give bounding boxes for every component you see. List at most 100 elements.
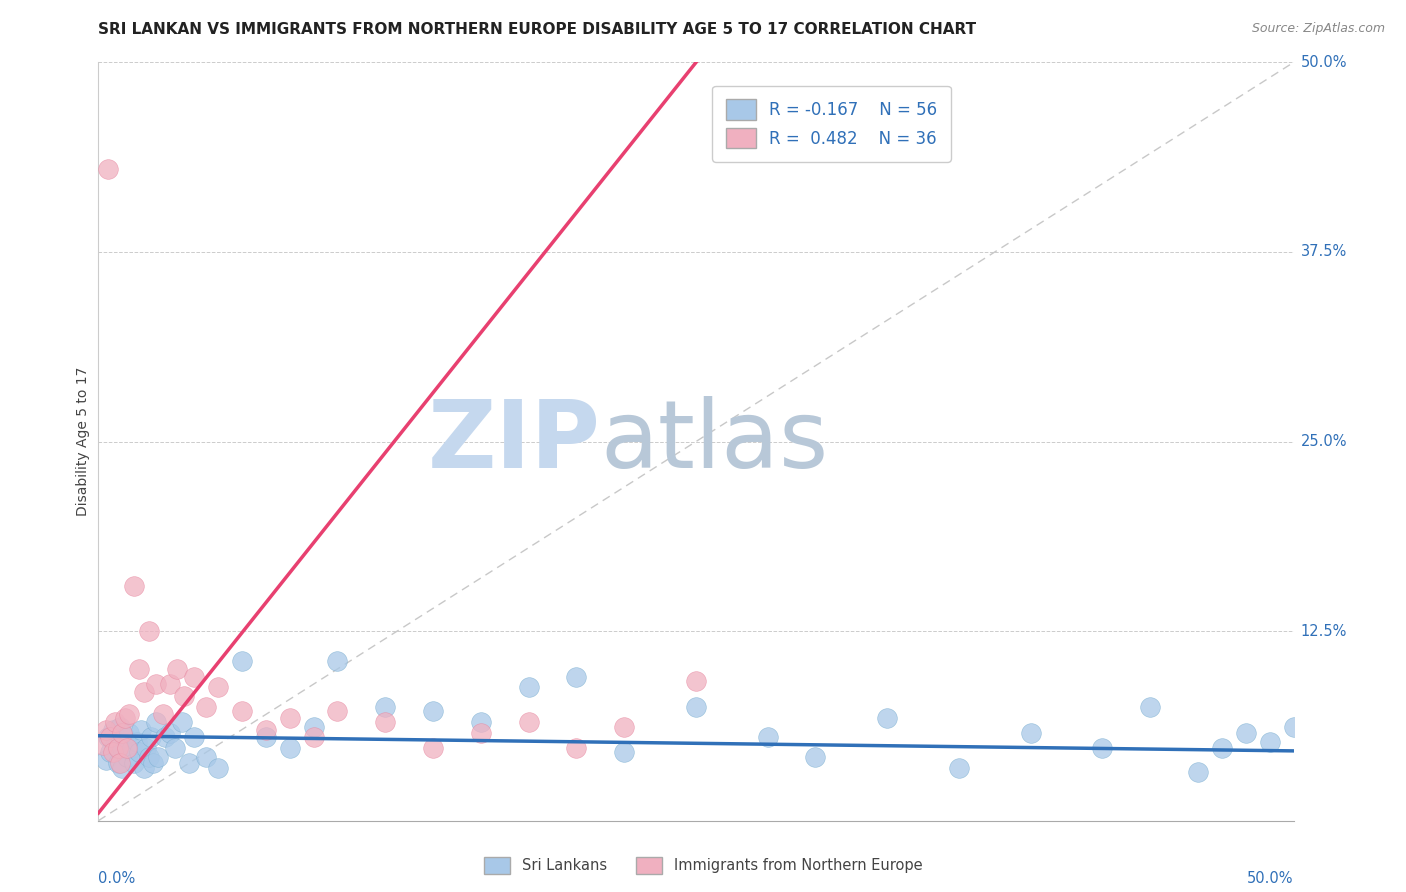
Point <box>111 760 134 774</box>
Point <box>118 707 141 722</box>
Point <box>565 669 588 683</box>
Point <box>1258 735 1281 749</box>
Point <box>278 740 301 755</box>
Point <box>118 725 141 739</box>
Point <box>179 756 201 770</box>
Point <box>302 730 325 744</box>
Point <box>138 750 160 764</box>
Point <box>155 730 177 744</box>
Point <box>108 756 131 770</box>
Point <box>613 746 636 760</box>
Point <box>91 738 114 752</box>
Point <box>132 685 155 699</box>
Point <box>94 723 117 737</box>
Text: 0.0%: 0.0% <box>98 871 135 886</box>
Point <box>207 760 229 774</box>
Point <box>254 723 277 737</box>
Point <box>98 730 122 744</box>
Point <box>685 699 707 714</box>
Point <box>148 750 170 764</box>
Point <box>135 740 157 755</box>
Point <box>804 750 827 764</box>
Point <box>517 680 540 694</box>
Legend: R = -0.167    N = 56, R =  0.482    N = 36: R = -0.167 N = 56, R = 0.482 N = 36 <box>713 86 950 161</box>
Point <box>173 690 195 704</box>
Text: Source: ZipAtlas.com: Source: ZipAtlas.com <box>1251 22 1385 36</box>
Text: 50.0%: 50.0% <box>1247 871 1294 886</box>
Point <box>1282 720 1305 734</box>
Point <box>422 705 444 719</box>
Point <box>114 710 136 724</box>
Point <box>115 750 138 764</box>
Point <box>1187 765 1209 780</box>
Y-axis label: Disability Age 5 to 17: Disability Age 5 to 17 <box>76 367 90 516</box>
Text: 50.0%: 50.0% <box>1301 55 1347 70</box>
Text: 37.5%: 37.5% <box>1301 244 1347 260</box>
Point <box>94 753 117 767</box>
Point <box>183 730 205 744</box>
Point <box>278 710 301 724</box>
Text: SRI LANKAN VS IMMIGRANTS FROM NORTHERN EUROPE DISABILITY AGE 5 TO 17 CORRELATION: SRI LANKAN VS IMMIGRANTS FROM NORTHERN E… <box>98 22 977 37</box>
Point <box>111 740 134 755</box>
Point <box>125 735 148 749</box>
Point <box>183 669 205 683</box>
Point <box>1019 725 1042 739</box>
Point <box>195 699 218 714</box>
Point <box>613 720 636 734</box>
Point <box>115 740 138 755</box>
Point <box>145 715 167 730</box>
Text: ZIP: ZIP <box>427 395 600 488</box>
Point <box>374 715 396 730</box>
Point <box>948 760 970 774</box>
Point <box>128 662 150 676</box>
Point <box>231 655 253 669</box>
Point <box>98 746 122 760</box>
Point <box>138 624 160 639</box>
Point <box>131 723 153 737</box>
Point <box>374 699 396 714</box>
Point <box>1091 740 1114 755</box>
Point <box>101 746 124 760</box>
Point <box>101 723 124 737</box>
Point <box>152 707 174 722</box>
Point <box>107 756 129 770</box>
Point <box>685 674 707 689</box>
Point <box>876 710 898 724</box>
Point <box>159 725 181 739</box>
Point <box>128 746 150 760</box>
Point <box>1139 699 1161 714</box>
Point <box>104 715 127 730</box>
Point <box>124 756 146 770</box>
Point <box>139 730 162 744</box>
Legend: Sri Lankans, Immigrants from Northern Europe: Sri Lankans, Immigrants from Northern Eu… <box>478 851 928 880</box>
Point <box>517 715 540 730</box>
Point <box>756 730 779 744</box>
Point <box>302 720 325 734</box>
Point <box>231 705 253 719</box>
Point <box>1234 725 1257 739</box>
Point <box>163 740 186 755</box>
Point <box>145 677 167 691</box>
Text: atlas: atlas <box>600 395 828 488</box>
Point <box>114 730 136 744</box>
Text: 25.0%: 25.0% <box>1301 434 1347 449</box>
Point <box>97 730 120 744</box>
Point <box>132 760 155 774</box>
Point <box>121 740 143 755</box>
Point <box>108 720 131 734</box>
Point <box>207 680 229 694</box>
Point <box>172 715 194 730</box>
Point <box>159 677 181 691</box>
Point <box>422 740 444 755</box>
Point <box>107 740 129 755</box>
Point <box>565 740 588 755</box>
Point <box>1211 740 1233 755</box>
Point <box>470 725 492 739</box>
Point <box>104 738 127 752</box>
Point <box>166 662 188 676</box>
Point <box>326 655 349 669</box>
Point <box>326 705 349 719</box>
Point <box>254 730 277 744</box>
Point <box>111 725 134 739</box>
Point <box>97 161 120 176</box>
